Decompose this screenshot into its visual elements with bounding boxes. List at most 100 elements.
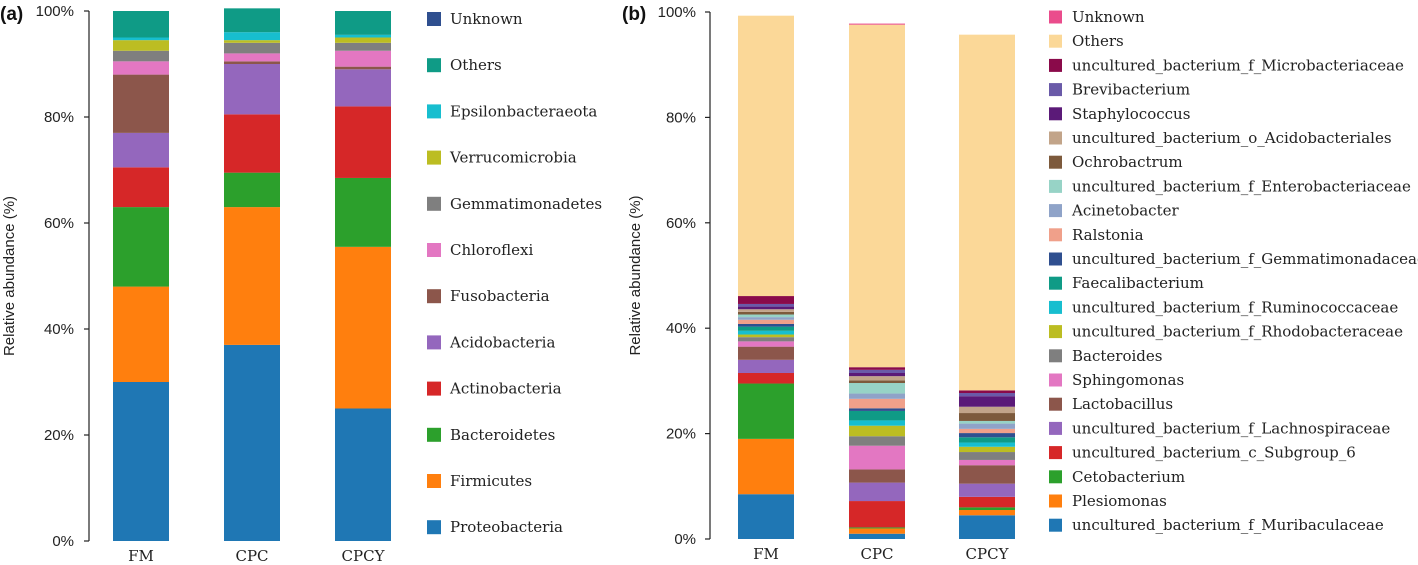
- x-tick-label: CPC: [860, 545, 893, 563]
- legend-label: Sphingomonas: [1072, 371, 1184, 389]
- legend-label: Acidobacteria: [449, 333, 555, 351]
- bar-segment: [738, 296, 794, 304]
- bar-segment: [738, 326, 794, 331]
- bar-segment: [959, 433, 1015, 438]
- legend-swatch: [427, 104, 441, 119]
- legend-label: Faecalibacterium: [1072, 274, 1204, 292]
- y-tick-label: 20%: [44, 427, 74, 444]
- legend-label: Bacteroides: [1072, 347, 1162, 365]
- x-tick-label: FM: [128, 547, 154, 565]
- bar-segment: [224, 40, 280, 43]
- y-tick-label: 40%: [666, 320, 696, 337]
- bar-segment: [113, 286, 169, 382]
- legend-swatch: [427, 150, 441, 165]
- legend-label: uncultured_bacterium_f_Muribaculaceae: [1072, 516, 1384, 534]
- legend-swatch: [1049, 397, 1062, 411]
- legend-swatch: [427, 474, 441, 488]
- legend-label: Cetobacterium: [1072, 468, 1185, 486]
- bar-segment: [959, 465, 1015, 484]
- bar-segment: [738, 337, 794, 342]
- bar-segment: [959, 459, 1015, 466]
- legend-label: uncultured_bacterium_f_Ruminococcaceae: [1072, 298, 1398, 316]
- legend-swatch: [1049, 470, 1062, 484]
- x-tick-label: FM: [753, 545, 779, 563]
- y-tick-label: 80%: [666, 109, 696, 126]
- bar-segment: [224, 344, 280, 541]
- legend-swatch: [427, 243, 441, 257]
- legend-label: Proteobacteria: [450, 518, 563, 536]
- bar-segment: [849, 376, 905, 381]
- bar-segment: [849, 425, 905, 437]
- bar-segment: [738, 372, 794, 384]
- legend-swatch: [427, 289, 441, 304]
- bar-segment: [335, 408, 391, 541]
- legend-swatch: [427, 58, 441, 73]
- bar-segment: [224, 53, 280, 62]
- bar-segment: [113, 40, 169, 51]
- bar-segment: [849, 369, 905, 373]
- x-tick-label: CPCY: [342, 547, 386, 565]
- legend-swatch: [1049, 373, 1062, 387]
- legend-label: Unknown: [450, 10, 523, 28]
- bar-segment: [113, 37, 169, 41]
- y-tick-label: 0%: [674, 531, 696, 548]
- bar-segment: [849, 383, 905, 394]
- bar-segment: [849, 393, 905, 399]
- bar-segment: [959, 510, 1015, 516]
- legend-label: Chloroflexi: [450, 241, 534, 259]
- legend-label: Lactobacillus: [1072, 395, 1173, 413]
- legend-swatch: [1049, 131, 1062, 145]
- bar-segment: [335, 177, 391, 247]
- legend-swatch: [1049, 421, 1062, 435]
- bar-segment: [113, 382, 169, 541]
- legend-label: Staphylococcus: [1072, 105, 1190, 123]
- bar-segment: [959, 437, 1015, 443]
- legend-swatch: [427, 520, 441, 535]
- bar-segment: [738, 306, 794, 310]
- legend-label: Plesiomonas: [1072, 492, 1167, 510]
- bar-segment: [959, 413, 1015, 421]
- bar-segment: [849, 398, 905, 409]
- legend-label: Gemmatimonadetes: [450, 195, 602, 213]
- bar-segment: [849, 528, 905, 534]
- bar-segment: [113, 132, 169, 168]
- bar-segment: [959, 423, 1015, 429]
- bar-segment: [738, 330, 794, 335]
- bar-segment: [738, 319, 794, 324]
- legend-swatch: [1049, 10, 1062, 24]
- legend-swatch: [1049, 107, 1062, 121]
- bar-segment: [959, 483, 1015, 497]
- legend-label: Others: [450, 56, 502, 74]
- bar-segment: [849, 501, 905, 528]
- bar-segment: [959, 420, 1015, 424]
- legend-swatch: [427, 12, 441, 26]
- y-tick-label: 0%: [52, 533, 74, 550]
- bar-segment: [224, 172, 280, 208]
- legend-swatch: [427, 427, 441, 442]
- bar-segment: [959, 515, 1015, 539]
- bar-segment: [738, 311, 794, 315]
- legend-label: Bacteroidetes: [450, 426, 555, 444]
- bar-segment: [113, 11, 169, 38]
- y-tick-label: 60%: [44, 215, 74, 232]
- legend-swatch: [1049, 300, 1062, 314]
- legend-swatch: [427, 196, 441, 211]
- bar-segment: [738, 317, 794, 320]
- y-tick-label: 80%: [44, 109, 74, 126]
- legend-swatch: [1049, 58, 1062, 72]
- legend-swatch: [1049, 204, 1062, 218]
- legend-swatch: [427, 381, 441, 396]
- bar-segment: [959, 34, 1015, 391]
- bar-segment: [738, 314, 794, 318]
- bar-segment: [224, 114, 280, 173]
- bar-segment: [113, 74, 169, 133]
- bar-segment: [849, 367, 905, 370]
- bar-segment: [224, 64, 280, 115]
- bar-segment: [113, 50, 169, 62]
- bar-segment: [113, 207, 169, 287]
- bar-segment: [959, 496, 1015, 508]
- legend-label: Epsilonbacteraeota: [450, 102, 597, 120]
- legend-swatch: [427, 335, 441, 350]
- legend-swatch: [1049, 155, 1062, 169]
- legend-label: uncultured_bacterium_f_Rhodobacteraceae: [1072, 323, 1403, 341]
